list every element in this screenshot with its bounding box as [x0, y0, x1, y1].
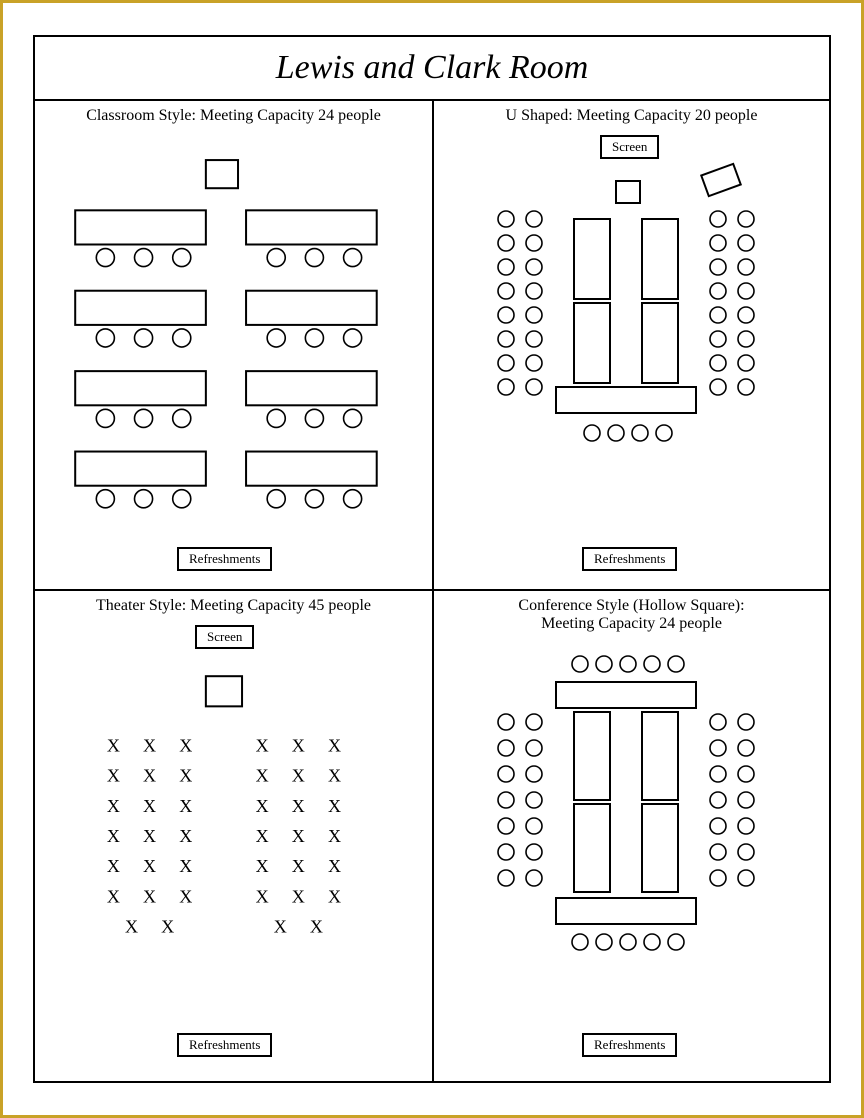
svg-text:X: X — [143, 766, 156, 786]
svg-text:X: X — [292, 736, 305, 756]
title-text: Lewis and Clark Room — [276, 49, 589, 87]
refreshments-label: Refreshments — [594, 551, 665, 567]
svg-text:X: X — [328, 766, 341, 786]
page: Lewis and Clark Room Classroom Style: Me… — [33, 35, 831, 1083]
svg-text:X: X — [143, 826, 156, 846]
svg-text:X: X — [107, 826, 120, 846]
conference-diagram — [434, 591, 829, 1081]
svg-text:X: X — [107, 766, 120, 786]
svg-text:X: X — [274, 916, 287, 936]
svg-text:X: X — [179, 736, 192, 756]
ushape-diagram — [434, 101, 829, 589]
svg-text:X: X — [328, 886, 341, 906]
page-title: Lewis and Clark Room — [35, 37, 829, 101]
ushape-cell: U Shaped: Meeting Capacity 20 people Scr… — [432, 101, 829, 591]
svg-text:X: X — [143, 736, 156, 756]
classroom-diagram — [35, 101, 432, 589]
conference-cell: Conference Style (Hollow Square): Meetin… — [432, 591, 829, 1081]
svg-text:X: X — [256, 856, 269, 876]
svg-text:X: X — [179, 856, 192, 876]
svg-text:X: X — [256, 826, 269, 846]
refreshments-label: Refreshments — [189, 1037, 260, 1053]
svg-text:X: X — [125, 916, 138, 936]
svg-text:X: X — [292, 766, 305, 786]
svg-text:X: X — [310, 916, 323, 936]
svg-text:X: X — [143, 796, 156, 816]
svg-text:X: X — [107, 856, 120, 876]
svg-text:X: X — [161, 916, 174, 936]
svg-text:X: X — [179, 766, 192, 786]
svg-text:X: X — [328, 826, 341, 846]
ushape-refreshments: Refreshments — [582, 547, 677, 571]
svg-text:X: X — [292, 856, 305, 876]
svg-text:X: X — [292, 886, 305, 906]
svg-text:X: X — [256, 766, 269, 786]
svg-text:X: X — [328, 796, 341, 816]
svg-text:X: X — [143, 886, 156, 906]
svg-text:X: X — [107, 796, 120, 816]
refreshments-label: Refreshments — [189, 551, 260, 567]
refreshments-label: Refreshments — [594, 1037, 665, 1053]
classroom-cell: Classroom Style: Meeting Capacity 24 peo… — [35, 101, 432, 591]
svg-text:X: X — [256, 886, 269, 906]
svg-text:X: X — [328, 856, 341, 876]
svg-text:X: X — [256, 736, 269, 756]
svg-text:X: X — [179, 826, 192, 846]
svg-text:X: X — [256, 796, 269, 816]
svg-text:X: X — [143, 856, 156, 876]
classroom-refreshments: Refreshments — [177, 547, 272, 571]
svg-text:X: X — [179, 886, 192, 906]
outer-frame: Lewis and Clark Room Classroom Style: Me… — [0, 0, 864, 1118]
conference-refreshments: Refreshments — [582, 1033, 677, 1057]
svg-text:X: X — [328, 736, 341, 756]
theater-cell: Theater Style: Meeting Capacity 45 peopl… — [35, 591, 432, 1081]
theater-diagram: XXXXXXXXXXXXXXXXXXXXXXXXXXXXXXXXXXXXXXXX — [35, 591, 432, 1081]
svg-text:X: X — [107, 886, 120, 906]
svg-text:X: X — [179, 796, 192, 816]
svg-text:X: X — [292, 796, 305, 816]
layout-grid: Classroom Style: Meeting Capacity 24 peo… — [35, 101, 829, 1081]
svg-text:X: X — [107, 736, 120, 756]
svg-text:X: X — [292, 826, 305, 846]
theater-refreshments: Refreshments — [177, 1033, 272, 1057]
